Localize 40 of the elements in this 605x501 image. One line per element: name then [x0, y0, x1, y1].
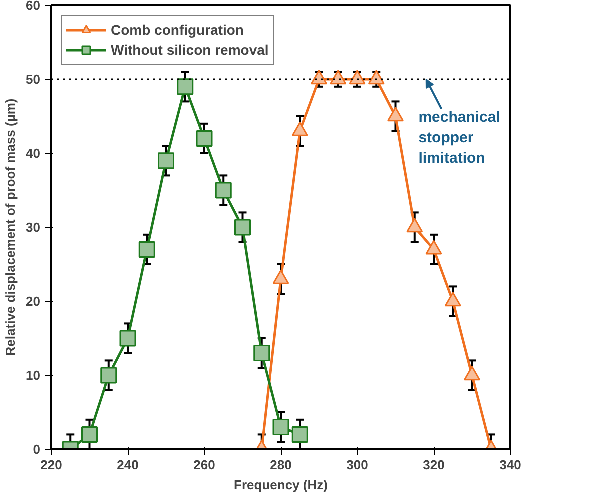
x-tick-label: 320 [423, 458, 445, 472]
y-tick-label: 40 [26, 146, 41, 161]
point [272, 419, 290, 436]
point [254, 345, 270, 362]
point [272, 270, 290, 284]
x-tick-label: 280 [270, 458, 292, 472]
legend-label: Without silicon removal [111, 42, 269, 58]
y-axis-title: Relative displacement of proof mass (µm) [3, 98, 18, 356]
y-tick-label: 50 [26, 72, 41, 87]
point [100, 367, 118, 384]
point [349, 70, 366, 85]
point [196, 130, 213, 147]
y-tick-label: 60 [26, 0, 41, 13]
point [120, 330, 136, 347]
point [234, 219, 251, 236]
point [330, 70, 347, 85]
x-tick-label: 240 [117, 458, 139, 472]
y-tick-label: 0 [33, 442, 41, 457]
x-tick-label: 260 [194, 458, 216, 472]
point [292, 122, 308, 136]
y-tick-label: 30 [26, 220, 41, 235]
point [292, 426, 308, 443]
point [426, 240, 442, 255]
point [368, 70, 385, 85]
x-tick-label: 340 [500, 458, 522, 472]
point [138, 241, 156, 258]
point [444, 292, 462, 307]
x-tick-label: 220 [40, 458, 62, 472]
y-tick-label: 20 [26, 294, 41, 309]
point [388, 107, 404, 122]
point [311, 70, 328, 85]
point [82, 426, 98, 443]
ref-line-label: mechanical stopper limitation [418, 109, 500, 167]
legend-label: Comb configuration [111, 22, 244, 38]
point [406, 218, 424, 233]
point [215, 182, 232, 199]
x-axis-title: Frequency (Hz) [234, 478, 328, 492]
y-tick-label: 10 [26, 368, 41, 383]
x-tick-label: 300 [346, 458, 368, 472]
point [464, 366, 480, 381]
